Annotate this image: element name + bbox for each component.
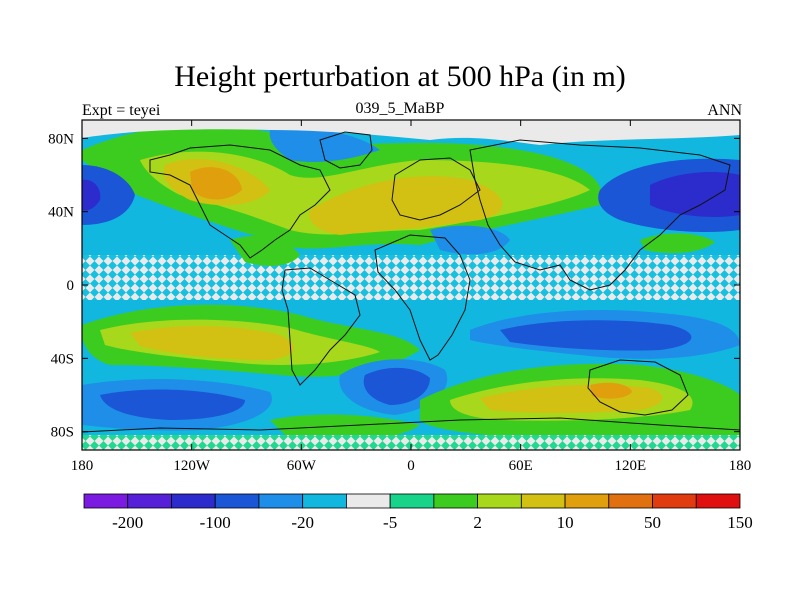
x-tick-label: 180 [729,458,752,474]
colorbar-swatch [302,493,347,509]
colorbar-swatch [171,493,216,509]
colorbar-swatch [258,493,304,509]
colorbar: -200 -100 -20 -5 2 10 50 150 [83,493,753,532]
x-tick-label: 120E [614,458,646,474]
colorbar-swatch [695,493,741,509]
colorbar-label: -5 [383,513,397,532]
coastline-layer [82,131,740,433]
dateline-low-west-core [82,179,101,211]
colorbar-label: -20 [291,513,314,532]
y-tick-label: 80N [48,131,74,147]
colorbar-label: -100 [200,513,231,532]
x-tick-label: 60E [509,458,533,474]
colorbar-swatch [652,493,697,509]
africa-outline [374,234,471,361]
asia-outline [469,139,731,291]
experiment-label: Expt = teyei [82,102,161,119]
case-label: 039_5_MaBP [355,100,445,117]
colorbar-swatch [345,493,391,509]
greenland-outline [319,131,373,169]
arctic-white [82,120,740,145]
s-atlantic-low-core [363,367,430,405]
colorbar-label: -200 [112,513,143,532]
y-tick-label: 40N [48,205,74,221]
y-axis: 80N 40N 0 40S 80S [48,131,740,441]
field-layer [82,120,740,450]
colorbar-swatch [214,493,260,509]
colorbar-label: 50 [644,513,661,532]
indian-blue [430,225,510,255]
colorbar-label: 2 [473,513,482,532]
colorbar-swatch [608,493,653,509]
south-high-orange [590,382,632,399]
y-tick-label: 80S [51,425,74,441]
east-asia-low-core [650,172,740,217]
season-label: ANN [707,102,742,119]
x-tick-label: 0 [407,458,415,474]
antarctic-stipple [82,435,740,450]
y-tick-label: 0 [67,278,75,294]
s-ocean-low-west-core [100,389,245,420]
south-america-outline [281,267,361,386]
australia-outline [587,359,689,416]
colorbar-swatch [83,493,129,509]
colorbar-swatch [389,493,435,509]
x-axis: 180 120W 60W 0 60E 120E 180 [71,120,752,474]
colorbar-swatch [127,493,172,509]
europe-outline [391,157,481,221]
colorbar-label: 10 [557,513,574,532]
colorbar-label: 150 [727,513,753,532]
colorbar-swatch [433,493,479,509]
dateline-low-west [82,165,135,225]
y-tick-label: 40S [51,351,74,367]
tropical-atlantic-green [230,235,300,266]
x-tick-label: 60W [287,458,317,474]
colorbar-swatch [520,493,566,509]
colorbar-swatch [564,493,610,509]
north-america-outline [149,144,331,259]
colorbar-swatch [477,493,522,509]
s-indian-low-core [500,320,692,351]
chart-title: Height perturbation at 500 hPa (in m) [174,60,626,93]
north-orange-core [190,167,242,200]
eurasia-gold [309,176,503,235]
east-pacific-stipple [640,260,740,300]
antarctica-outline [82,417,740,433]
x-tick-label: 180 [71,458,94,474]
s-pacific-gold [130,326,294,360]
n-pacific-green [640,233,715,254]
arctic-blue [269,128,380,162]
x-tick-label: 120W [173,458,211,474]
